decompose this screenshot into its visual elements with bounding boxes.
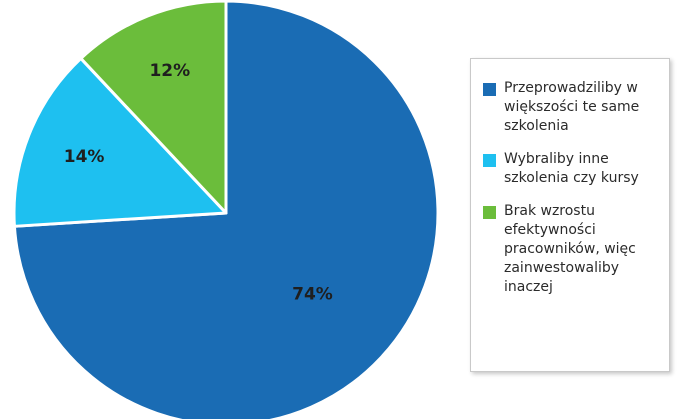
slice-label-74: 74% [292,284,333,304]
slice-label-12: 12% [149,61,190,81]
legend-item-same-trainings: Przeprowadziliby w większości te same sz… [483,79,661,136]
legend-label: Przeprowadziliby w większości te same sz… [504,80,640,134]
legend-swatch-dark-blue [483,83,496,96]
slice-12 [79,0,228,215]
slice-14 [12,56,228,228]
legend-label: Brak wzrostu efektywności pracowników, w… [504,203,636,295]
legend-item-no-efficiency-growth: Brak wzrostu efektywności pracowników, w… [483,202,661,297]
legend-label: Wybraliby inne szkolenia czy kursy [504,151,639,186]
pie-chart: 74% 14% 12% [12,0,440,419]
legend-swatch-light-blue [483,154,496,167]
slice-label-14: 14% [64,147,105,167]
legend-swatch-green [483,206,496,219]
legend-item-other-trainings: Wybraliby inne szkolenia czy kursy [483,150,661,188]
legend: Przeprowadziliby w większości te same sz… [470,58,670,372]
